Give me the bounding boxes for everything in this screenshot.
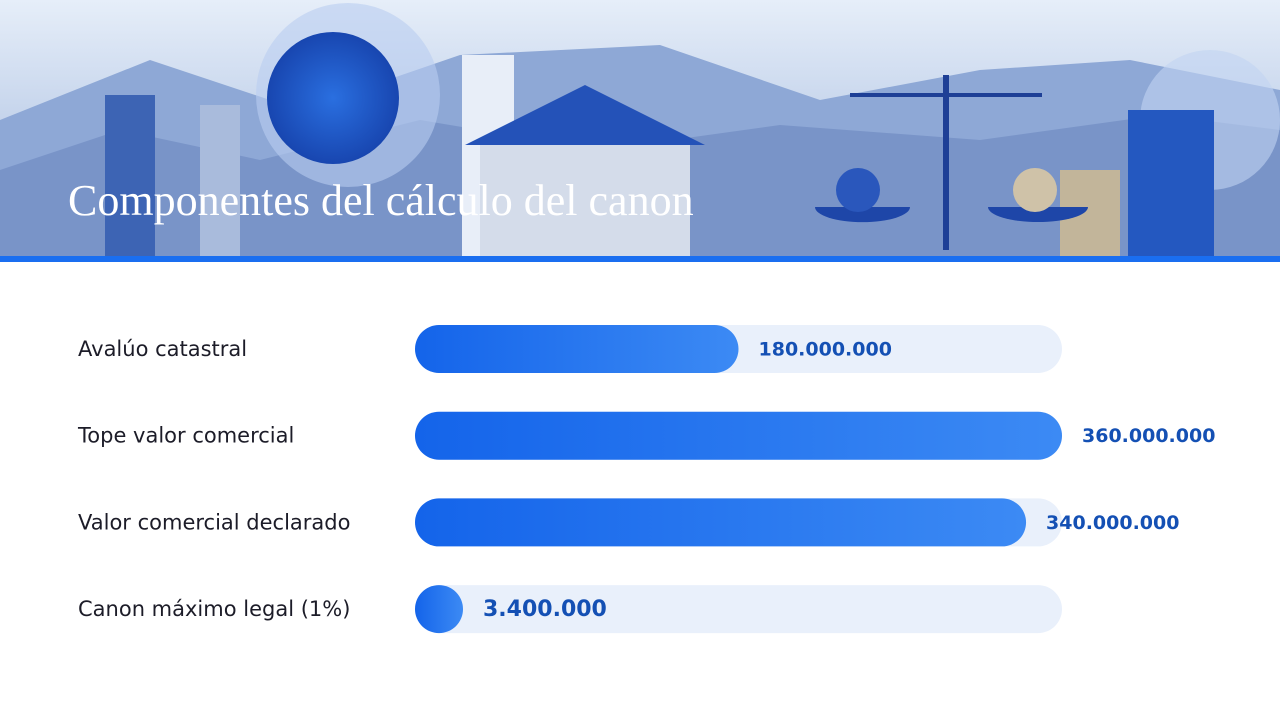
plot-area: Avalúo catastral 180.000.000 Tope valor co… bbox=[77, 325, 1215, 634]
bar bbox=[415, 498, 1027, 547]
category-label: Tope valor comercial bbox=[77, 424, 294, 448]
value-label: 180.000.000 bbox=[759, 339, 892, 361]
bar bbox=[415, 411, 1062, 460]
category-label: Avalúo catastral bbox=[78, 337, 247, 361]
value-label: 3.400.000 bbox=[483, 597, 607, 622]
category-label: Valor comercial declarado bbox=[78, 510, 350, 534]
header-banner bbox=[0, 0, 1280, 262]
category-label: Canon máximo legal (1%) bbox=[78, 597, 350, 621]
chart-title: Componentes del cálculo del canon bbox=[68, 176, 694, 225]
bar-track bbox=[415, 585, 1062, 634]
bar bbox=[415, 585, 463, 634]
value-label: 360.000.000 bbox=[1082, 425, 1215, 447]
value-label: 340.000.000 bbox=[1046, 512, 1179, 534]
bar bbox=[415, 325, 739, 373]
